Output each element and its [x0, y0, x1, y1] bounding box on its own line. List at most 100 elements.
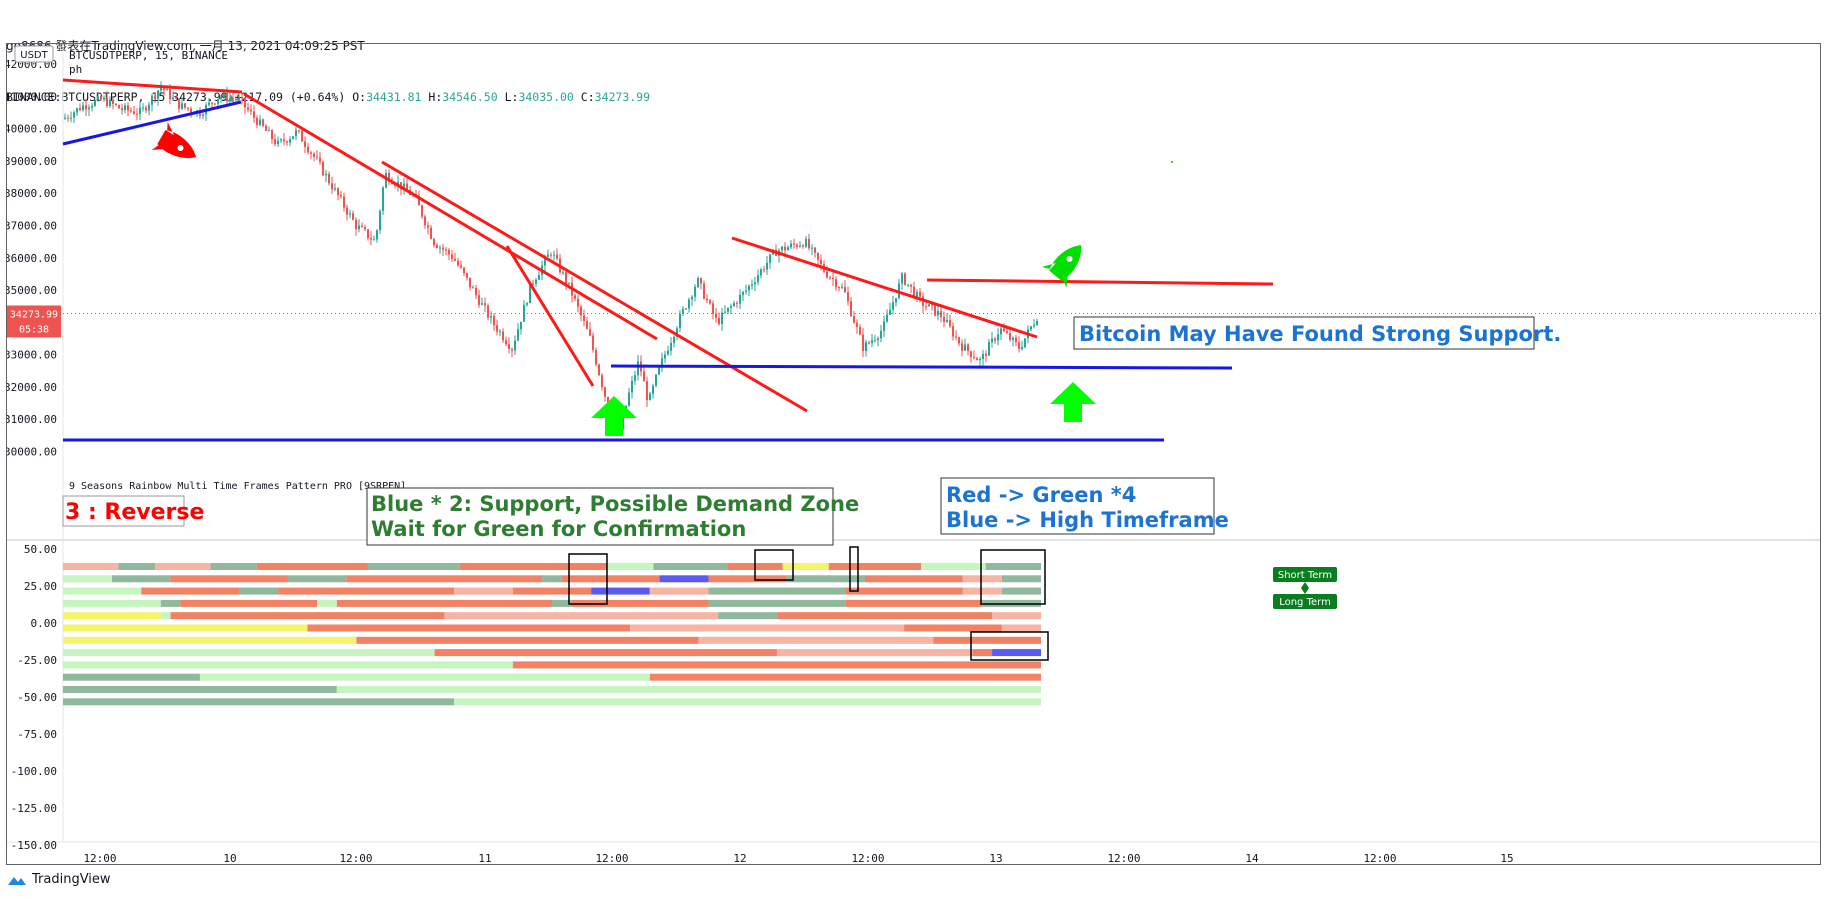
candle-body — [247, 107, 249, 110]
candle-body — [532, 283, 534, 285]
last-price-tag — [7, 305, 61, 338]
candle-body — [322, 161, 324, 176]
candle-body — [799, 245, 801, 247]
heatmap-cell — [118, 563, 156, 570]
candle-body — [115, 103, 117, 105]
candle-body — [358, 225, 360, 230]
indicator-tick-label: -125.00 — [11, 802, 57, 815]
candle-body — [946, 320, 948, 323]
candle-body — [760, 269, 762, 276]
candle-body — [637, 361, 639, 376]
candle-body — [262, 119, 264, 126]
time-tick-label: 12 — [733, 852, 746, 864]
candle-body — [943, 317, 945, 323]
candle-body — [454, 258, 456, 261]
candle-body — [217, 99, 219, 104]
candle-body — [310, 152, 312, 154]
heatmap-cell — [698, 636, 934, 644]
heatmap-cell — [607, 563, 654, 570]
candle-body — [250, 109, 252, 112]
candle-body — [448, 249, 450, 255]
heatmap-cell — [160, 612, 171, 620]
heatmap-cell — [782, 563, 829, 570]
footer-brand: TradingView — [6, 872, 111, 887]
candle-body — [1033, 324, 1035, 327]
candle-body — [886, 314, 888, 322]
resistance-trendline — [381, 160, 808, 413]
candle-body — [289, 139, 291, 143]
support-line — [62, 100, 242, 146]
candle-body — [124, 105, 126, 111]
candle-body — [1012, 337, 1014, 340]
candle-body — [253, 111, 255, 118]
candle-body — [211, 102, 213, 104]
time-tick-label: 12:00 — [83, 852, 116, 864]
heatmap-cell — [718, 612, 777, 620]
heatmap-cell — [571, 599, 709, 607]
price-tick-label: 41000.00 — [7, 90, 57, 103]
candle-body — [892, 302, 894, 310]
candle-body — [874, 340, 876, 342]
candle-body — [337, 188, 339, 196]
support-annotation-text: Bitcoin May Have Found Strong Support. — [1079, 322, 1561, 346]
candle-body — [712, 303, 714, 314]
time-tick-label: 12:00 — [339, 852, 372, 864]
chart-frame[interactable]: 42000.00 41000.00 40000.00 39000.00 38000.00… — [6, 43, 1821, 865]
candle-body — [169, 89, 171, 100]
candle-body — [937, 311, 939, 316]
highlight-box — [980, 549, 1046, 605]
candle-body — [628, 392, 630, 406]
candle-body — [439, 247, 441, 249]
candle-body — [889, 309, 891, 315]
heatmap-cell — [708, 575, 787, 583]
support-up-arrow-icon — [1050, 382, 1096, 422]
time-tick-label: 12:00 — [595, 852, 628, 864]
heatmap-cell — [170, 575, 288, 583]
candle-body — [655, 374, 657, 386]
candle-body — [214, 103, 216, 105]
candle-body — [763, 269, 765, 271]
heatmap-cell — [776, 612, 993, 620]
high-label: H: — [428, 90, 443, 104]
candle-body — [376, 230, 378, 240]
heatmap-cell — [63, 661, 513, 669]
candle-body — [292, 136, 294, 140]
candle-body — [586, 321, 588, 330]
candle-body — [1015, 337, 1017, 343]
chart-title: BTCUSDTPERP, 15, BINANCE — [69, 49, 228, 62]
heatmap-cell — [63, 612, 161, 620]
heatmap-cell — [542, 575, 562, 583]
support-up-arrow-icon — [591, 396, 637, 436]
chart-canvas[interactable]: 42000.0041000.0040000.0039000.0038000.00… — [7, 44, 1820, 864]
candle-body — [796, 244, 798, 247]
heatmap-cell — [591, 587, 650, 595]
candle-body — [742, 291, 744, 295]
timeframe-text-2: Blue -> High Timeframe — [946, 508, 1229, 532]
heatmap-cell — [845, 599, 983, 607]
heatmap-cell — [962, 587, 1002, 595]
candle-body — [964, 344, 966, 351]
candle-body — [730, 306, 732, 308]
candle-body — [100, 96, 102, 100]
heatmap-cell — [649, 587, 709, 595]
heatmap-cell — [111, 575, 171, 583]
time-tick-label: 11 — [478, 852, 491, 864]
candle-body — [769, 254, 771, 263]
candle-body — [676, 328, 678, 337]
candle-body — [565, 272, 567, 284]
candle-body — [967, 344, 969, 352]
heatmap-cell — [921, 563, 986, 570]
candle-body — [577, 298, 579, 307]
candle-body — [271, 130, 273, 140]
heatmap-cell — [307, 624, 631, 632]
heatmap-cell — [776, 649, 973, 657]
candle-body — [508, 344, 510, 350]
candle-body — [229, 98, 231, 102]
candle-body — [427, 225, 429, 228]
heatmap-cell — [1001, 575, 1041, 583]
publish-info: go8686 發表在TradingView.com, 一月 13, 2021 0… — [6, 39, 365, 53]
resistance-trendline — [731, 236, 1038, 339]
candle-body — [70, 117, 72, 119]
candle-body — [706, 298, 708, 301]
candle-body — [79, 108, 81, 111]
